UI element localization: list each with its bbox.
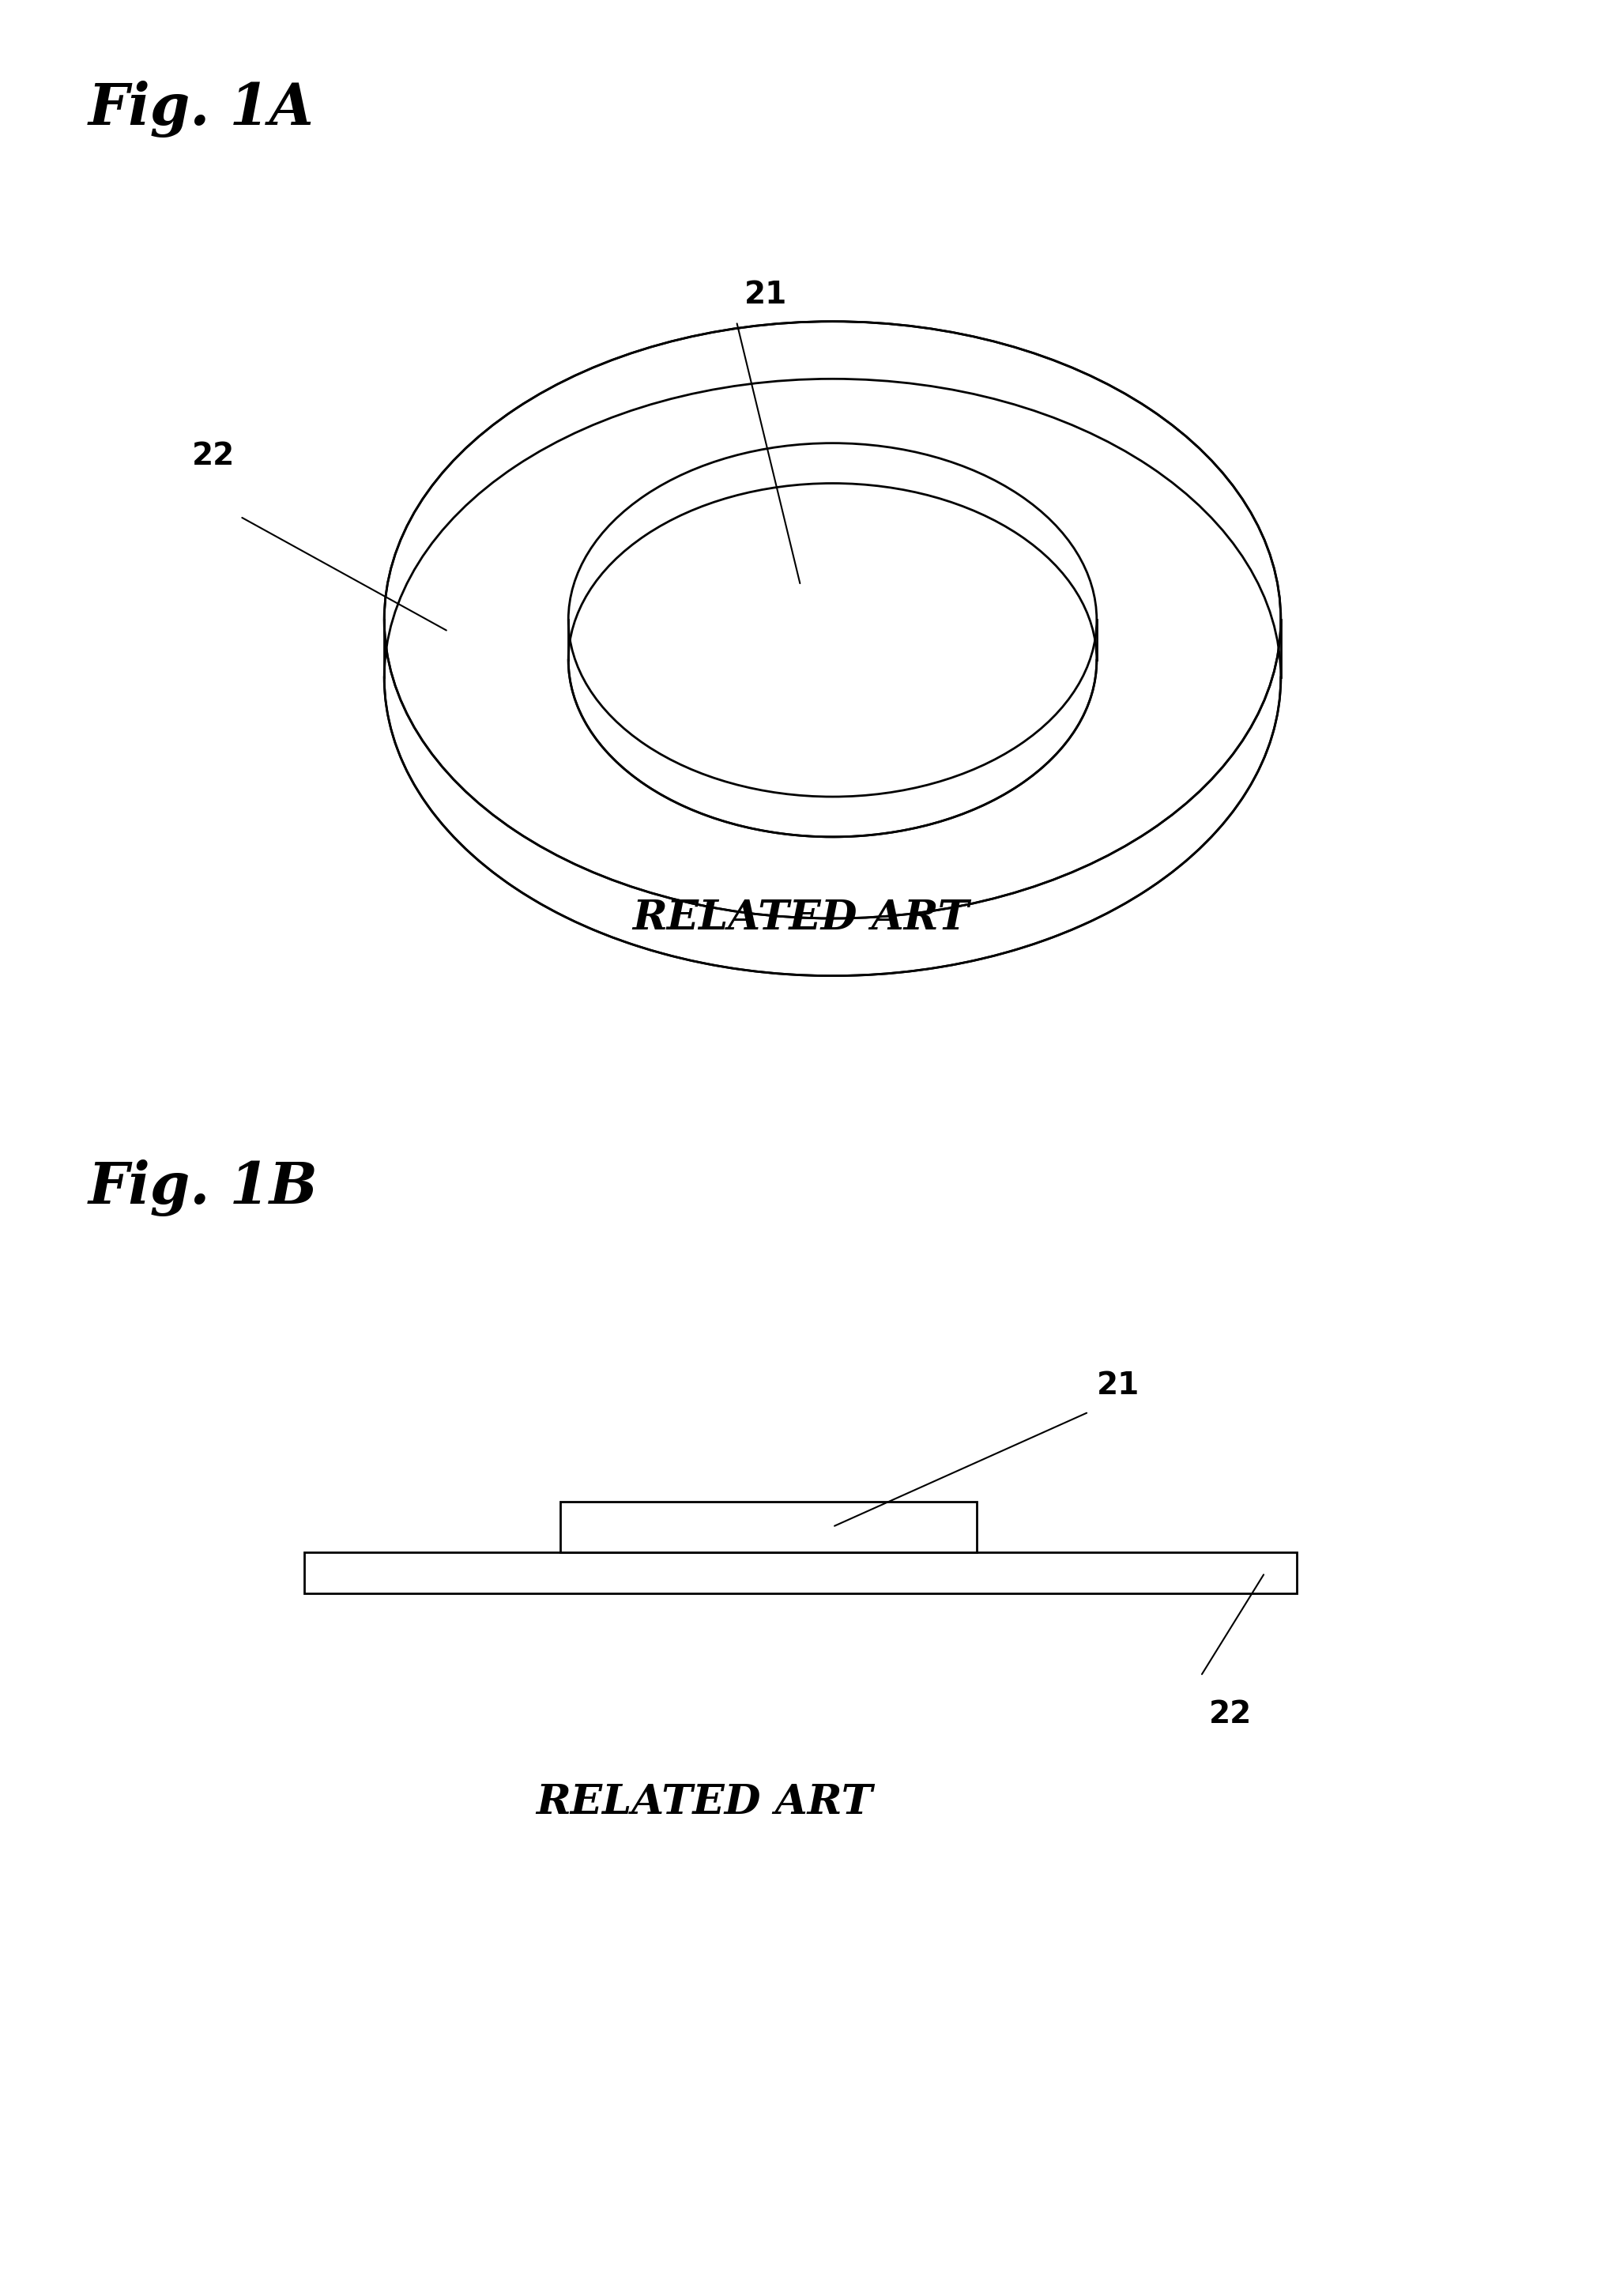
- Text: 22: 22: [1209, 1699, 1252, 1729]
- Text: Fig. 1A: Fig. 1A: [88, 80, 314, 138]
- Bar: [304, 1552, 1297, 1593]
- Ellipse shape: [384, 321, 1281, 918]
- Text: RELATED ART: RELATED ART: [536, 1782, 873, 1823]
- Bar: [560, 1502, 977, 1552]
- Text: 22: 22: [192, 441, 235, 471]
- Text: RELATED ART: RELATED ART: [632, 898, 969, 939]
- Text: 21: 21: [744, 280, 788, 310]
- Text: 21: 21: [1097, 1371, 1140, 1401]
- Text: Fig. 1B: Fig. 1B: [88, 1159, 319, 1217]
- Ellipse shape: [568, 443, 1097, 797]
